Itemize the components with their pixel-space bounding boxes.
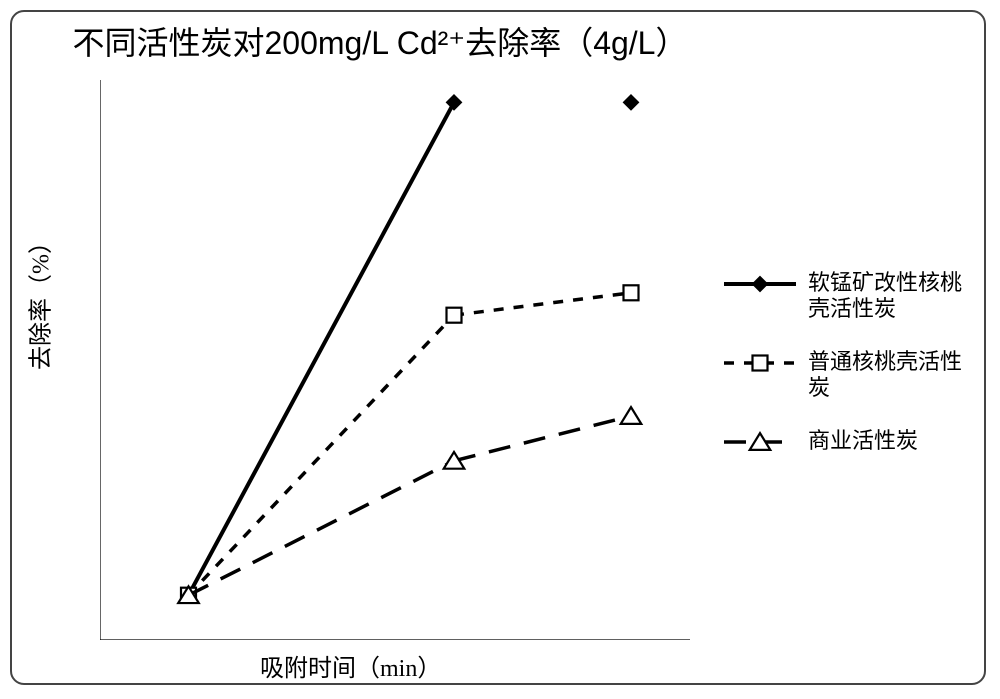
x-axis-label: 吸附时间（min） xyxy=(260,648,441,683)
legend-item-plain: 普通核桃壳活性炭 xyxy=(720,349,980,402)
legend-swatch xyxy=(720,349,800,377)
series-commercial xyxy=(178,407,641,603)
legend-label: 普通核桃壳活性炭 xyxy=(808,349,980,402)
legend-item-commercial: 商业活性炭 xyxy=(720,428,980,456)
chart-title: 不同活性炭对200mg/L Cd²⁺去除率（4g/L） xyxy=(0,18,760,64)
legend-swatch xyxy=(720,428,800,456)
series-pyrolusite xyxy=(181,95,639,603)
y-axis-label: 去除率（%） xyxy=(21,230,56,370)
legend-label: 商业活性炭 xyxy=(808,428,980,454)
series-plain xyxy=(181,285,639,602)
legend: 软锰矿改性核桃壳活性炭普通核桃壳活性炭商业活性炭 xyxy=(720,270,980,482)
legend-swatch xyxy=(720,270,800,298)
plot-area xyxy=(100,80,690,640)
legend-item-pyrolusite: 软锰矿改性核桃壳活性炭 xyxy=(720,270,980,323)
legend-label: 软锰矿改性核桃壳活性炭 xyxy=(808,270,980,323)
